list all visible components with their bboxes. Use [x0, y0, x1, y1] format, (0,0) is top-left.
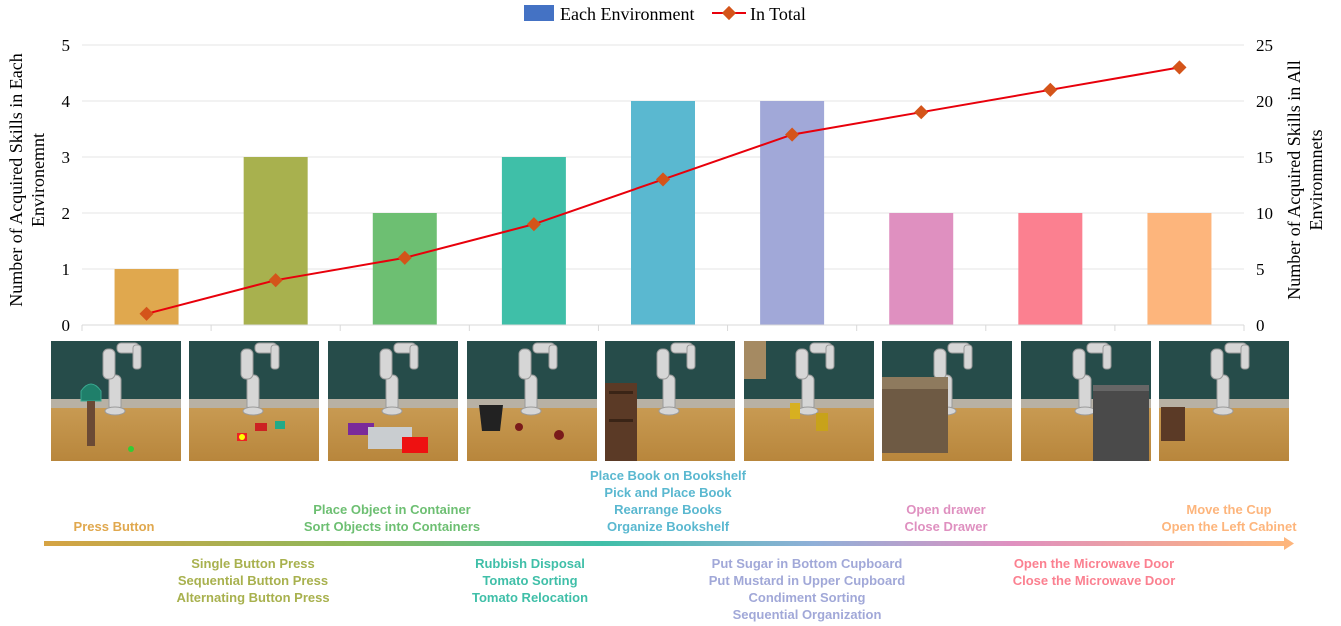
total-point — [526, 217, 541, 232]
skill-group: Put Sugar in Bottom Cupboard Put Mustard … — [657, 555, 957, 623]
left-tick-label: 3 — [62, 148, 71, 167]
environment-thumbnail — [328, 341, 458, 461]
total-point — [785, 127, 800, 142]
environment-thumbnail — [189, 341, 319, 461]
skill-group: Place Book on Bookshelf Pick and Place Bo… — [518, 467, 818, 535]
skill-label: Tomato Sorting — [482, 573, 578, 588]
bar — [243, 157, 308, 325]
environment-thumbnail — [605, 341, 735, 461]
skill-label: Rearrange Books — [614, 502, 722, 517]
right-tick-label: 20 — [1256, 92, 1273, 111]
left-tick-label: 4 — [62, 92, 71, 111]
right-tick-label: 25 — [1256, 36, 1273, 55]
bar — [1147, 213, 1212, 325]
cupboard-scene-icon — [744, 341, 835, 431]
environment-thumbnail — [467, 341, 597, 461]
skill-timeline-arrow — [44, 537, 1294, 550]
skill-label: Open the Left Cabinet — [1161, 519, 1297, 534]
left-axis-title-line1: Number of Acquired Skills in Each Environ… — [6, 53, 48, 306]
skill-group: Single Button Press Sequential Button Pre… — [103, 555, 403, 606]
right-tick-label: 15 — [1256, 148, 1273, 167]
skill-label: Alternating Button Press — [176, 590, 330, 605]
total-point — [655, 172, 671, 187]
bar — [631, 101, 695, 325]
skill-group: Rubbish Disposal Tomato Sorting Tomato Rel… — [380, 555, 680, 606]
skill-label: Open drawer — [906, 502, 986, 517]
left-tick-label: 0 — [62, 316, 71, 335]
skill-label: Pick and Place Book — [604, 485, 732, 500]
skill-label: Place Object in Container — [313, 502, 471, 517]
skill-group: Open drawer Close Drawer — [796, 501, 1096, 535]
legend-bar-label: Each Environment — [560, 4, 694, 24]
total-point — [1043, 82, 1058, 97]
right-tick-label: 10 — [1256, 204, 1273, 223]
bar — [372, 213, 437, 325]
environment-thumbnail — [882, 341, 1012, 461]
skill-label: Place Book on Bookshelf — [589, 468, 747, 483]
skill-label: Put Sugar in Bottom Cupboard — [711, 556, 903, 571]
legend-bar-swatch — [524, 5, 554, 21]
bar — [1018, 213, 1083, 325]
total-point — [1172, 60, 1187, 75]
bar — [501, 157, 566, 325]
environment-thumbnail — [744, 341, 874, 461]
environment-thumbnail — [1159, 341, 1289, 461]
drawer-scene-icon — [882, 342, 973, 453]
legend: Each Environment In Total — [524, 4, 806, 24]
skill-group: Place Object in Container Sort Objects in… — [242, 501, 542, 535]
total-point — [914, 105, 929, 120]
left-axis-title: Number of Acquired Skills in Each Environ… — [6, 53, 48, 306]
skill-label: Tomato Relocation — [471, 590, 589, 605]
skill-label: Open the Microwave Door — [1013, 556, 1175, 571]
skill-label: Press Button — [73, 519, 155, 534]
environment-thumbnail — [1021, 341, 1151, 461]
multi-button-scene-icon — [237, 342, 285, 441]
left-tick-label: 1 — [62, 260, 71, 279]
skill-group: Move the Cup Open the Left Cabinet — [1079, 501, 1341, 535]
environment-thumbnail — [51, 341, 181, 461]
right-tick-label: 5 — [1256, 260, 1265, 279]
skill-label: Single Button Press — [191, 556, 315, 571]
axes: 0 1 2 3 4 5 0 5 10 15 20 25 — [62, 36, 1274, 335]
skill-label: Rubbish Disposal — [475, 556, 585, 571]
skill-label: Sequential Button Press — [177, 573, 329, 588]
skill-label: Move the Cup — [1186, 502, 1272, 517]
skill-group: Press Button — [0, 518, 264, 535]
bar — [889, 213, 954, 325]
skill-label: Condiment Sorting — [748, 590, 866, 605]
legend-line-label: In Total — [750, 4, 806, 24]
total-point — [139, 306, 154, 321]
rubbish-bin-scene-icon — [479, 342, 564, 440]
skill-label: Sort Objects into Containers — [303, 519, 481, 534]
skill-label: Put Mustard in Upper Cupboard — [708, 573, 906, 588]
legend-diamond-marker — [721, 5, 737, 21]
right-tick-label: 0 — [1256, 316, 1265, 335]
left-tick-label: 5 — [62, 36, 71, 55]
bookshelf-scene-icon — [605, 342, 696, 461]
total-point — [268, 273, 283, 288]
skill-label: Sequential Organization — [732, 607, 882, 622]
skill-group: Open the Microwave Door Close the Microwa… — [944, 555, 1244, 589]
right-axis-title-line1: Number of Acquired Skills in All Environm… — [1284, 60, 1326, 299]
container-scene-icon — [348, 342, 428, 453]
skill-label: Close Drawer — [904, 519, 988, 534]
right-axis-title: Number of Acquired Skills in All Environm… — [1284, 60, 1326, 299]
bars — [114, 101, 1212, 325]
cabinet-scene-icon — [1161, 342, 1250, 441]
skill-label: Organize Bookshelf — [606, 519, 730, 534]
left-tick-label: 2 — [62, 204, 71, 223]
microwave-scene-icon — [1072, 342, 1149, 461]
button-scene-icon — [80, 342, 142, 452]
total-line — [139, 60, 1187, 321]
skill-label: Close the Microwave Door — [1012, 573, 1176, 588]
